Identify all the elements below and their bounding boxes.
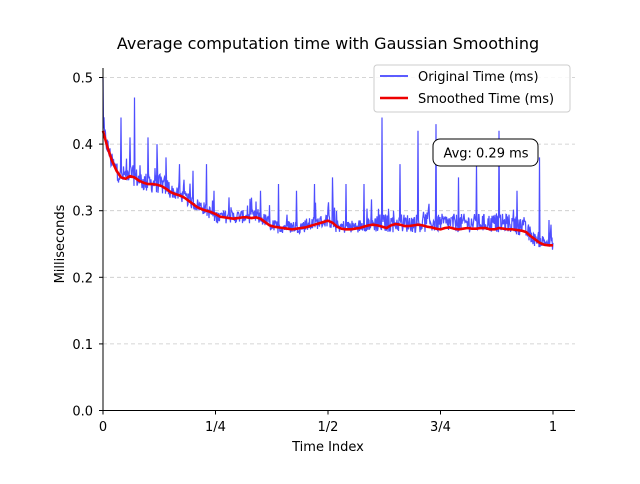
- legend-label-original: Original Time (ms): [418, 70, 539, 85]
- y-tick-label: 0.4: [72, 138, 93, 153]
- annotation-text: Avg: 0.29 ms: [443, 147, 528, 162]
- chart-title: Average computation time with Gaussian S…: [117, 34, 539, 53]
- y-tick-label: 0.1: [72, 338, 93, 353]
- legend-label-smoothed: Smoothed Time (ms): [418, 92, 554, 107]
- average-annotation: Avg: 0.29 ms: [432, 138, 539, 167]
- legend-box: [373, 64, 571, 113]
- x-tick-label: 1/2: [318, 420, 339, 435]
- tick-labels: 0 1/4 1/2 3/4 1 0.0 0.1 0.2 0.3 0.4 0.5: [72, 72, 557, 436]
- series-layer: [101, 77, 554, 250]
- x-tick-label: 1/4: [205, 420, 226, 435]
- gridlines: [103, 77, 575, 345]
- y-tick-label: 0.5: [72, 72, 93, 87]
- series-smoothed-line: [101, 130, 553, 247]
- legend: Original Time (ms) Smoothed Time (ms): [373, 64, 571, 113]
- x-tick-label: 3/4: [430, 420, 451, 435]
- y-tick-label: 0.3: [72, 205, 93, 220]
- y-tick-label: 0.0: [72, 405, 93, 420]
- axes: [102, 68, 575, 411]
- x-tick-label: 0: [99, 420, 107, 435]
- y-tick-label: 0.2: [72, 271, 93, 286]
- x-tick-label: 1: [549, 420, 557, 435]
- x-axis-label: Time Index: [291, 440, 364, 455]
- y-axis-label: Milliseconds: [53, 204, 68, 283]
- annotation-box: [432, 138, 539, 167]
